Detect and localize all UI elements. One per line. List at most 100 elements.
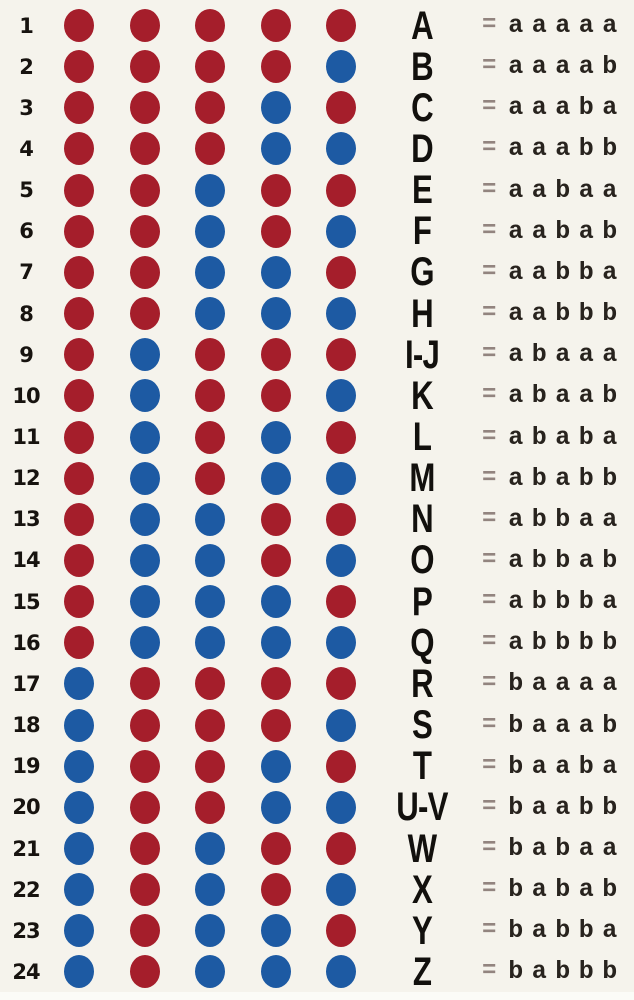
equals-sign: =: [482, 341, 497, 369]
equals-sign: =: [482, 258, 497, 286]
dot-b-blue: [260, 132, 291, 166]
dot-a-red: [195, 132, 225, 166]
dot-a-red: [260, 502, 291, 536]
code-letter: a: [555, 11, 571, 40]
dot-b-blue: [195, 585, 225, 619]
cipher-row: 13 N = a b b a a: [0, 499, 634, 540]
code-letter: a: [578, 340, 594, 370]
dot-b-blue: [64, 708, 94, 742]
dot-a-red: [64, 297, 94, 331]
code-letter: a: [578, 216, 594, 246]
code-letter: b: [508, 751, 524, 781]
dot-a-red: [64, 50, 94, 84]
code-letter: b: [531, 381, 547, 411]
code-group: = a b a b a: [482, 423, 634, 452]
code-group: = b a b b b: [482, 957, 634, 986]
equals-sign: =: [482, 793, 497, 821]
dot-a-red: [260, 379, 291, 413]
dot-b-blue: [326, 379, 356, 413]
code-letter: a: [555, 463, 571, 493]
code-letter: b: [602, 792, 618, 822]
dot-a-red: [326, 9, 356, 42]
dot-b-blue: [195, 832, 225, 865]
code-letter: a: [531, 669, 547, 699]
dot-a-red: [64, 420, 94, 454]
cipher-row: 14 O = a b b a b: [0, 540, 634, 581]
dot-b-blue: [260, 790, 291, 824]
code-letter: b: [602, 381, 618, 411]
equals-sign: =: [482, 382, 497, 410]
code-letter: b: [602, 134, 618, 164]
code-letter: a: [531, 710, 547, 740]
dot-b-blue: [195, 873, 225, 907]
cipher-row: 8 H = a a b b b: [0, 293, 634, 334]
cipher-row: 17 R = b a a a a: [0, 663, 634, 704]
equals-sign: =: [482, 505, 497, 533]
dot-a-red: [195, 667, 225, 701]
code-letter: b: [555, 216, 571, 246]
dot-group: [64, 585, 356, 619]
code-letter: a: [555, 93, 571, 123]
code-letter: b: [602, 463, 618, 493]
code-group: = b a a a b: [482, 711, 634, 740]
row-number: 23: [12, 918, 40, 943]
code-group: = a a a b b: [482, 134, 634, 163]
dot-a-red: [195, 790, 225, 824]
dot-b-blue: [326, 626, 356, 660]
cipher-letter: U-V: [396, 785, 448, 830]
dot-b-blue: [195, 214, 225, 248]
equals-sign: =: [482, 670, 497, 698]
code-letter: b: [508, 792, 524, 822]
row-number: 4: [19, 136, 34, 161]
code-letter: a: [508, 422, 524, 452]
dot-a-red: [260, 543, 291, 577]
page-bottom-margin: [0, 992, 634, 1000]
code-letter: a: [602, 916, 618, 946]
code-letter: b: [578, 751, 594, 781]
dot-a-red: [129, 708, 160, 742]
code-group: = a a b b b: [482, 299, 634, 328]
cipher-row: 2 B = a a a a b: [0, 46, 634, 87]
code-letter: b: [508, 957, 524, 987]
dot-a-red: [129, 214, 160, 248]
equals-sign: =: [482, 94, 497, 122]
code-letter: a: [508, 587, 524, 617]
dot-group: [64, 749, 356, 783]
dot-a-red: [326, 173, 356, 207]
code-letter: a: [531, 11, 547, 40]
code-letter: a: [578, 834, 594, 863]
code-letter: b: [578, 257, 594, 287]
code-letter: a: [555, 792, 571, 822]
dot-a-red: [64, 255, 94, 289]
code-letter: a: [578, 875, 594, 905]
dot-b-blue: [64, 873, 94, 907]
dot-b-blue: [195, 955, 225, 989]
equals-sign: =: [482, 546, 497, 574]
cipher-row: 24 Z = b a b b b: [0, 951, 634, 992]
dot-a-red: [326, 338, 356, 372]
code-letter: a: [531, 299, 547, 329]
dot-b-blue: [129, 585, 160, 619]
dot-a-red: [129, 9, 160, 42]
cipher-row: 12 M = a b a b b: [0, 458, 634, 499]
dot-b-blue: [326, 214, 356, 248]
row-number: 12: [12, 466, 40, 491]
equals-sign: =: [482, 217, 497, 245]
code-letter: a: [531, 257, 547, 287]
cipher-row: 15 P = a b b b a: [0, 581, 634, 622]
code-letter: b: [531, 422, 547, 452]
code-letter: a: [508, 381, 524, 411]
code-letter: a: [555, 710, 571, 740]
cipher-row: 18 S = b a a a b: [0, 705, 634, 746]
dot-b-blue: [129, 420, 160, 454]
dot-b-blue: [129, 626, 160, 660]
row-number: 3: [19, 95, 34, 120]
dot-a-red: [64, 9, 94, 42]
dot-a-red: [129, 790, 160, 824]
dot-a-red: [129, 914, 160, 948]
cipher-row: 4 D = a a a b b: [0, 128, 634, 169]
cipher-letter: X: [411, 867, 433, 912]
equals-sign: =: [482, 917, 497, 945]
dot-a-red: [64, 338, 94, 372]
cipher-letter: Y: [411, 908, 433, 953]
